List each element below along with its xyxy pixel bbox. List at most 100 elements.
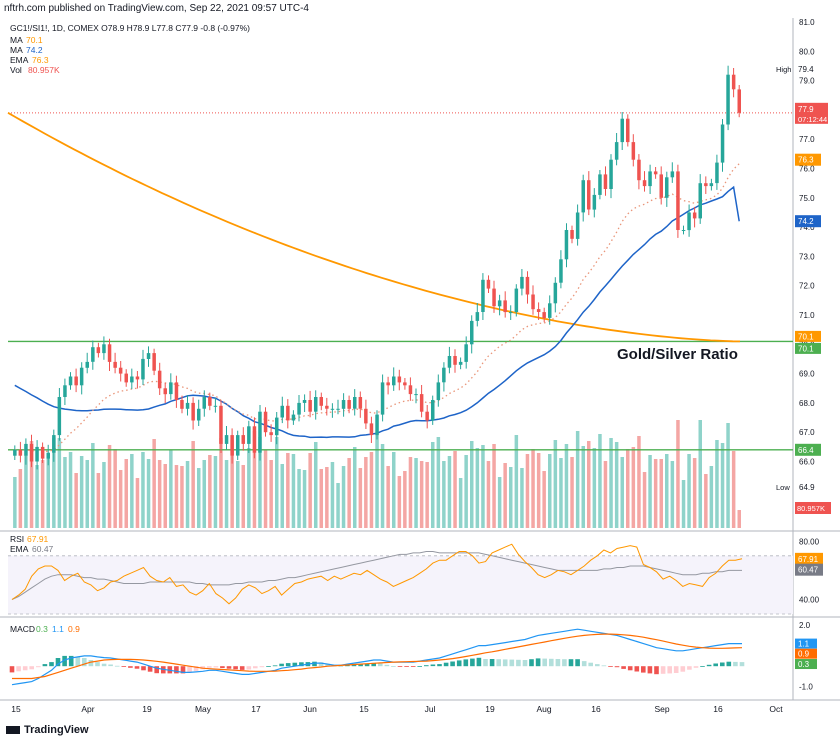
- candle-body: [442, 367, 446, 383]
- candle-body: [180, 400, 184, 409]
- price-tick-label: 76.0: [799, 165, 815, 174]
- volume-bar: [18, 469, 23, 528]
- macd-histogram-bar: [338, 666, 344, 667]
- volume-bar: [375, 435, 379, 528]
- volume-bar: [336, 483, 340, 528]
- volume-bar: [408, 457, 413, 528]
- candle-body: [637, 159, 641, 181]
- candle-body: [208, 397, 212, 406]
- legend-row-label: EMA: [10, 55, 29, 65]
- macd-histogram-bar: [608, 666, 613, 667]
- legend-row-value: 70.1: [26, 35, 43, 45]
- candle-body: [419, 394, 424, 412]
- candle-body: [18, 449, 23, 456]
- volume-bar: [202, 460, 206, 528]
- volume-bar: [726, 423, 730, 528]
- candle-body: [118, 367, 123, 374]
- candle-body: [258, 411, 262, 453]
- macd-histogram-bar: [502, 659, 508, 667]
- macd-histogram-bar: [68, 655, 74, 667]
- volume-bar: [330, 462, 335, 528]
- macd-histogram-bar: [529, 659, 534, 667]
- volume-bar: [314, 442, 318, 528]
- legend-row-value: 74.2: [26, 45, 43, 55]
- macd-histogram-bar: [364, 663, 370, 667]
- macd-histogram-bar: [463, 659, 469, 667]
- volume-bar: [286, 453, 290, 528]
- candle-body: [202, 397, 206, 409]
- candle-body: [302, 400, 307, 403]
- price-tick-label: 67.0: [799, 428, 815, 437]
- macd-histogram-bar: [641, 666, 646, 673]
- candle-body: [726, 74, 730, 125]
- macd-histogram-bar: [496, 659, 501, 667]
- volume-bar: [425, 462, 429, 528]
- macd-histogram-bar: [285, 663, 291, 667]
- volume-bar: [85, 460, 89, 528]
- volume-bar: [224, 460, 229, 528]
- time-tick-label: Apr: [81, 704, 94, 714]
- candle-body: [731, 74, 736, 90]
- volume-bar: [163, 464, 167, 528]
- hist-badge: 0.3: [798, 660, 810, 669]
- candle-body: [185, 402, 190, 409]
- macd-histogram-bar: [470, 658, 475, 667]
- candle-body: [252, 426, 257, 453]
- macd-histogram-bar: [55, 658, 61, 667]
- ma-long-badge: 70.1: [798, 332, 814, 341]
- macd-histogram-bar: [509, 659, 515, 667]
- volume-bar: [665, 454, 669, 528]
- rsi-badge: 67.91: [798, 555, 819, 564]
- candle-body: [141, 358, 145, 380]
- candle-body: [146, 353, 151, 359]
- macd-histogram-bar: [174, 666, 179, 674]
- macd-histogram-bar: [687, 666, 692, 670]
- candle-body: [665, 177, 669, 198]
- macd-histogram-bar: [483, 659, 488, 667]
- macd-histogram-bar: [700, 666, 705, 667]
- candle-body: [74, 376, 78, 386]
- macd-histogram-bar: [213, 666, 219, 668]
- volume-bar: [681, 480, 686, 528]
- candle-body: [219, 405, 223, 444]
- macd-histogram-bar: [660, 666, 666, 674]
- legend-row-value: 76.3: [32, 55, 49, 65]
- macd-histogram-bar: [647, 666, 653, 674]
- volume-bar: [364, 457, 368, 528]
- volume-bar: [174, 465, 179, 528]
- volume-bar: [676, 420, 680, 528]
- rsi-tick-label: 40.00: [799, 595, 820, 604]
- low-label: Low: [776, 483, 790, 492]
- rsi-legend-label: RSI: [10, 534, 24, 544]
- volume-bar: [575, 431, 580, 528]
- ema-line: [14, 163, 740, 453]
- footer-brand-label: TradingView: [24, 724, 89, 736]
- candle-body: [347, 400, 351, 409]
- volume-bar: [247, 448, 251, 528]
- volume-bar: [197, 468, 201, 528]
- macd-histogram-bar: [312, 661, 317, 667]
- price-tick-label: 80.0: [799, 47, 815, 56]
- macd-histogram-bar: [424, 665, 429, 667]
- volume-bar: [486, 461, 491, 528]
- rsi-badge-bg: [795, 552, 823, 565]
- macd-histogram-bar: [16, 666, 21, 672]
- macd-histogram-bar: [101, 663, 107, 667]
- macd-histogram-bar: [259, 666, 265, 668]
- candle-body: [107, 344, 112, 362]
- volume-bar: [124, 459, 128, 528]
- volume-bar: [219, 438, 223, 528]
- volume-bar: [302, 470, 307, 528]
- macd-badge: 1.1: [798, 640, 810, 649]
- price-tick-label: 71.0: [799, 311, 815, 320]
- volume-bar: [687, 454, 691, 528]
- candle-body: [470, 320, 474, 345]
- ema-badge: 76.3: [798, 156, 814, 165]
- candle-body: [609, 159, 613, 189]
- volume-bar: [91, 443, 95, 528]
- macd-histogram-bar: [404, 666, 409, 667]
- volume-bar: [397, 476, 402, 528]
- candle-body: [29, 443, 34, 462]
- macd-histogram-bar: [220, 666, 225, 668]
